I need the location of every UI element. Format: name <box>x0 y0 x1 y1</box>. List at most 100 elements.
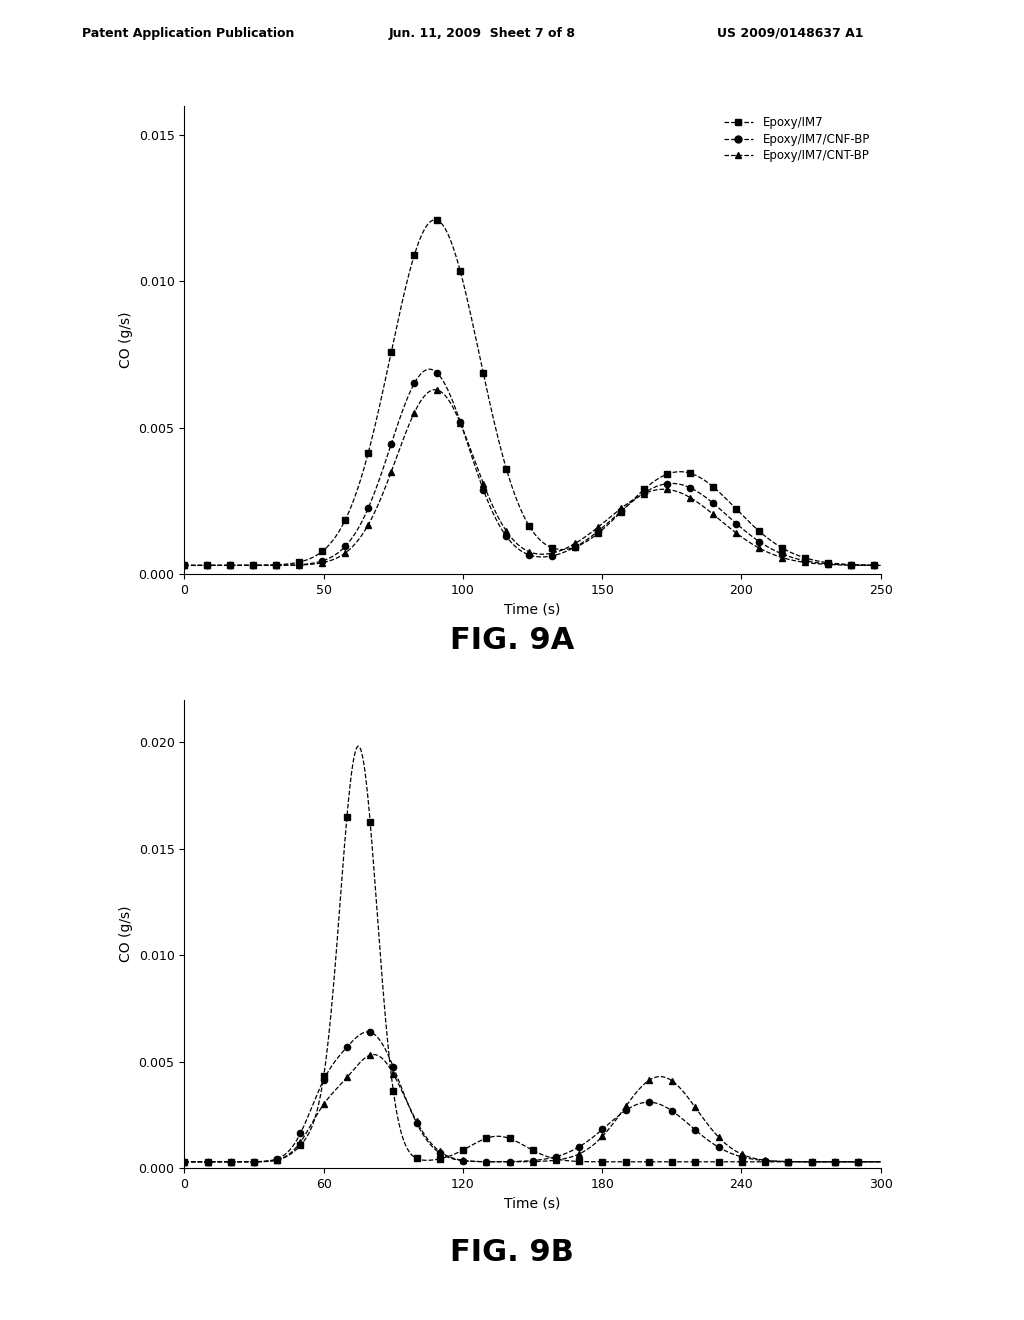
Epoxy/IM7/CNT-BP <box>247 557 259 573</box>
Epoxy/IM7/CNF-BP <box>615 503 628 519</box>
Epoxy/IM7/CNT-BP <box>339 545 351 561</box>
Epoxy/IM7/CNT-BP <box>776 549 788 565</box>
Epoxy/IM7 <box>662 466 674 482</box>
Y-axis label: CO (g/s): CO (g/s) <box>119 906 133 962</box>
Epoxy/IM7/CNT-BP <box>638 486 650 502</box>
Epoxy/IM7/CNT-BP <box>845 557 857 573</box>
Epoxy/IM7/CNT-BP <box>754 540 766 556</box>
Line: Epoxy/IM7/CNF-BP: Epoxy/IM7/CNF-BP <box>181 370 878 569</box>
Epoxy/IM7/CNT-BP <box>500 523 512 539</box>
Epoxy/IM7/CNT-BP <box>615 500 628 516</box>
Epoxy/IM7/CNT-BP <box>201 557 213 573</box>
Epoxy/IM7 <box>684 466 696 482</box>
Epoxy/IM7/CNT-BP <box>523 544 536 560</box>
Epoxy/IM7/CNF-BP <box>455 414 467 430</box>
Epoxy/IM7/CNF-BP <box>799 553 811 569</box>
Epoxy/IM7/CNF-BP <box>569 539 582 554</box>
Epoxy/IM7/CNT-BP <box>684 490 696 506</box>
Epoxy/IM7 <box>247 557 259 573</box>
Epoxy/IM7/CNT-BP <box>592 519 604 535</box>
Epoxy/IM7/CNT-BP <box>799 554 811 570</box>
Epoxy/IM7 <box>546 540 558 556</box>
Epoxy/IM7/CNF-BP <box>178 557 190 573</box>
Epoxy/IM7 <box>293 554 305 570</box>
Epoxy/IM7/CNF-BP <box>868 557 881 573</box>
Epoxy/IM7 <box>409 247 421 263</box>
Epoxy/IM7 <box>845 557 857 573</box>
Y-axis label: CO (g/s): CO (g/s) <box>119 312 133 368</box>
Epoxy/IM7/CNT-BP <box>455 414 467 430</box>
Epoxy/IM7/CNT-BP <box>477 475 489 491</box>
Epoxy/IM7/CNT-BP <box>316 554 329 570</box>
X-axis label: Time (s): Time (s) <box>504 1196 561 1210</box>
Epoxy/IM7/CNF-BP <box>362 500 375 516</box>
X-axis label: Time (s): Time (s) <box>504 602 561 616</box>
Epoxy/IM7/CNT-BP <box>178 557 190 573</box>
Epoxy/IM7 <box>178 557 190 573</box>
Epoxy/IM7 <box>431 213 443 228</box>
Epoxy/IM7/CNF-BP <box>477 482 489 498</box>
Epoxy/IM7 <box>615 504 628 520</box>
Epoxy/IM7 <box>822 554 835 570</box>
Epoxy/IM7/CNF-BP <box>523 546 536 562</box>
Text: US 2009/0148637 A1: US 2009/0148637 A1 <box>717 26 863 40</box>
Epoxy/IM7 <box>477 366 489 381</box>
Text: FIG. 9B: FIG. 9B <box>451 1238 573 1267</box>
Epoxy/IM7 <box>638 482 650 498</box>
Epoxy/IM7 <box>339 512 351 528</box>
Text: Jun. 11, 2009  Sheet 7 of 8: Jun. 11, 2009 Sheet 7 of 8 <box>389 26 577 40</box>
Epoxy/IM7/CNT-BP <box>431 381 443 397</box>
Epoxy/IM7/CNF-BP <box>638 484 650 500</box>
Epoxy/IM7/CNF-BP <box>431 366 443 381</box>
Epoxy/IM7/CNT-BP <box>662 482 674 498</box>
Epoxy/IM7/CNF-BP <box>546 548 558 564</box>
Epoxy/IM7 <box>523 519 536 535</box>
Epoxy/IM7/CNF-BP <box>822 556 835 572</box>
Epoxy/IM7/CNT-BP <box>362 516 375 532</box>
Epoxy/IM7/CNT-BP <box>822 557 835 573</box>
Epoxy/IM7/CNT-BP <box>868 557 881 573</box>
Epoxy/IM7/CNT-BP <box>385 463 397 479</box>
Epoxy/IM7/CNT-BP <box>569 536 582 552</box>
Epoxy/IM7 <box>730 502 742 517</box>
Epoxy/IM7 <box>708 479 720 495</box>
Epoxy/IM7/CNF-BP <box>845 557 857 573</box>
Epoxy/IM7/CNF-BP <box>592 523 604 539</box>
Epoxy/IM7 <box>799 550 811 566</box>
Epoxy/IM7 <box>592 525 604 541</box>
Epoxy/IM7/CNT-BP <box>293 557 305 573</box>
Epoxy/IM7/CNT-BP <box>409 405 421 421</box>
Epoxy/IM7/CNT-BP <box>730 525 742 541</box>
Epoxy/IM7/CNF-BP <box>385 436 397 451</box>
Epoxy/IM7/CNF-BP <box>754 533 766 549</box>
Epoxy/IM7 <box>362 445 375 461</box>
Epoxy/IM7/CNT-BP <box>708 507 720 523</box>
Line: Epoxy/IM7/CNT-BP: Epoxy/IM7/CNT-BP <box>181 387 878 569</box>
Epoxy/IM7/CNF-BP <box>708 495 720 511</box>
Epoxy/IM7/CNF-BP <box>500 528 512 544</box>
Epoxy/IM7 <box>224 557 237 573</box>
Text: FIG. 9A: FIG. 9A <box>450 627 574 656</box>
Epoxy/IM7/CNF-BP <box>684 480 696 496</box>
Epoxy/IM7/CNF-BP <box>662 475 674 491</box>
Epoxy/IM7 <box>754 524 766 540</box>
Epoxy/IM7/CNF-BP <box>409 375 421 391</box>
Epoxy/IM7/CNF-BP <box>270 557 283 573</box>
Epoxy/IM7 <box>500 461 512 477</box>
Epoxy/IM7/CNT-BP <box>270 557 283 573</box>
Epoxy/IM7 <box>201 557 213 573</box>
Epoxy/IM7 <box>270 557 283 573</box>
Epoxy/IM7/CNF-BP <box>339 539 351 554</box>
Legend: Epoxy/IM7, Epoxy/IM7/CNF-BP, Epoxy/IM7/CNT-BP: Epoxy/IM7, Epoxy/IM7/CNF-BP, Epoxy/IM7/C… <box>719 111 874 168</box>
Epoxy/IM7 <box>776 540 788 556</box>
Epoxy/IM7/CNF-BP <box>776 546 788 562</box>
Epoxy/IM7/CNT-BP <box>546 545 558 561</box>
Epoxy/IM7 <box>316 544 329 560</box>
Epoxy/IM7/CNF-BP <box>730 516 742 532</box>
Epoxy/IM7/CNT-BP <box>224 557 237 573</box>
Epoxy/IM7 <box>569 539 582 554</box>
Line: Epoxy/IM7: Epoxy/IM7 <box>181 218 878 569</box>
Epoxy/IM7 <box>385 343 397 359</box>
Epoxy/IM7/CNF-BP <box>316 553 329 569</box>
Epoxy/IM7/CNF-BP <box>224 557 237 573</box>
